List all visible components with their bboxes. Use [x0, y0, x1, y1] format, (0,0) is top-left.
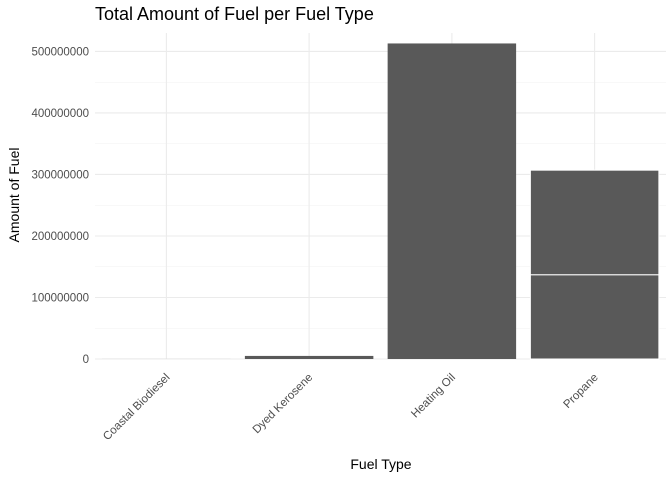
y-tick-label: 300000000: [31, 169, 89, 181]
bar-segment: [387, 43, 517, 359]
x-axis-title: Fuel Type: [350, 456, 411, 472]
y-tick-label: 200000000: [31, 231, 89, 243]
x-axis-ticks: Coastal Biodiesel Dyed Kerosene Heating Oi…: [101, 372, 601, 443]
y-tick-label: 100000000: [31, 292, 89, 304]
bar-segment: [529, 169, 660, 276]
x-tick-label: Dyed Kerosene: [251, 372, 316, 437]
y-axis-title: Amount of Fuel: [6, 148, 22, 243]
y-tick-label: 400000000: [31, 108, 89, 120]
chart-title: Total Amount of Fuel per Fuel Type: [95, 4, 374, 24]
y-tick-label: 500000000: [31, 46, 89, 58]
y-axis-ticks: 0 100000000 200000000 300000000 400000000 500…: [31, 46, 89, 366]
x-tick-label: Propane: [562, 372, 601, 411]
y-tick-label: 0: [83, 354, 89, 366]
bars: [102, 43, 660, 360]
bar-segment: [529, 274, 660, 360]
x-tick-label: Coastal Biodiesel: [101, 372, 172, 443]
x-tick-label: Heating Oil: [409, 372, 458, 421]
bar-segment: [244, 355, 374, 359]
